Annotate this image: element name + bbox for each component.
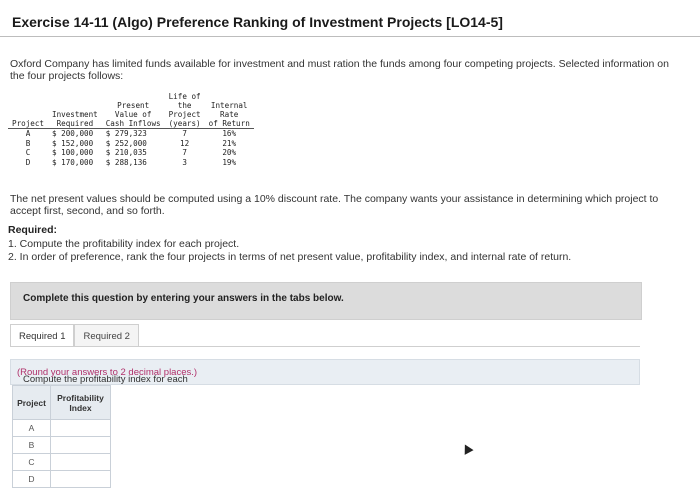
table-row: A $ 200,000 $ 279,323 7 16% bbox=[25, 129, 237, 138]
answer-project-label: D bbox=[12, 470, 51, 488]
title-divider bbox=[0, 36, 700, 37]
profitability-index-input-d[interactable] bbox=[50, 470, 111, 488]
answer-project-label: A bbox=[12, 419, 51, 437]
intro-text: Oxford Company has limited funds availab… bbox=[10, 58, 669, 82]
tab-divider bbox=[10, 346, 640, 347]
profitability-index-input-c[interactable] bbox=[50, 453, 111, 471]
answer-row: C bbox=[12, 453, 111, 471]
answer-row: A bbox=[12, 419, 111, 437]
col-life: Life of the Project (years) bbox=[164, 92, 205, 129]
mouse-cursor-icon bbox=[460, 442, 474, 455]
col-investment: Investment Required bbox=[48, 92, 102, 129]
table-row: D $ 170,000 $ 288,136 3 19% bbox=[25, 157, 237, 167]
answer-table: Project Profitability Index A B C D bbox=[12, 385, 111, 488]
answer-col-index: Profitability Index bbox=[50, 385, 111, 420]
col-project: Project bbox=[8, 92, 49, 129]
table-row: B $ 152,000 $ 252,000 12 21% bbox=[25, 138, 237, 148]
tab-required-1[interactable]: Required 1 bbox=[10, 324, 75, 346]
answer-project-label: B bbox=[12, 436, 51, 454]
page-title: Exercise 14-11 (Algo) Preference Ranking… bbox=[12, 14, 503, 30]
col-present-value: Present Value of Cash Inflows bbox=[101, 92, 165, 129]
answer-project-label: C bbox=[12, 453, 51, 471]
profitability-index-input-a[interactable] bbox=[50, 419, 111, 437]
instructions-banner: Complete this question by entering your … bbox=[10, 282, 642, 320]
required-heading: Required: bbox=[8, 224, 58, 236]
answer-col-project: Project bbox=[12, 385, 51, 420]
required-item-2: 2. In order of preference, rank the four… bbox=[8, 251, 572, 263]
table-row: C $ 100,000 $ 210,035 7 20% bbox=[25, 148, 237, 157]
col-irr: Internal Rate of Return bbox=[204, 92, 254, 129]
answer-row: D bbox=[12, 470, 111, 488]
profitability-index-input-b[interactable] bbox=[50, 436, 111, 454]
tab-bar: Required 1 Required 2 bbox=[10, 324, 139, 346]
banner-text: Complete this question by entering your … bbox=[23, 293, 344, 304]
answer-row: B bbox=[12, 436, 111, 454]
rounding-hint: (Round your answers to 2 decimal places.… bbox=[17, 367, 198, 378]
tab-required-2[interactable]: Required 2 bbox=[74, 324, 139, 346]
question-instruction: Compute the profitability index for each… bbox=[10, 359, 640, 396]
projects-table: Project Investment Required Present Valu… bbox=[8, 92, 254, 167]
required-item-1: 1. Compute the profitability index for e… bbox=[8, 238, 240, 250]
npv-note: The net present values should be compute… bbox=[10, 193, 659, 217]
